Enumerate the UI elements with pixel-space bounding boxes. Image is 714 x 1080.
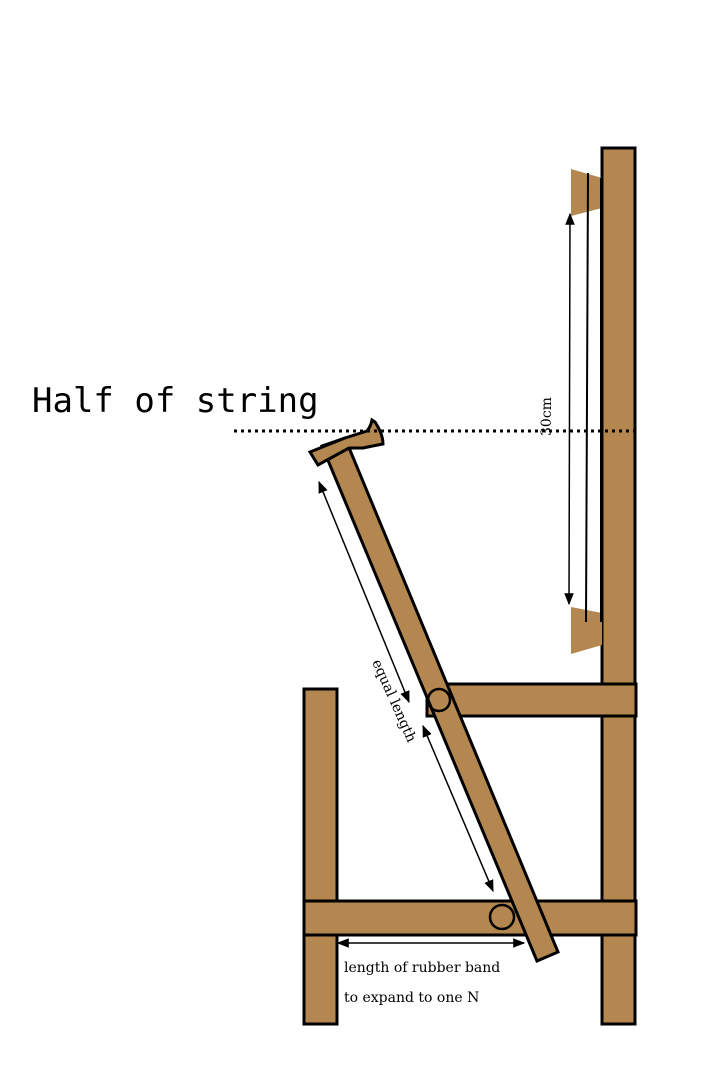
rubber-band-label-line2: to expand to one N (344, 990, 479, 1006)
rubber-band-label-line1: length of rubber band (344, 960, 500, 976)
equal-length-label: equal length (368, 657, 419, 745)
dimension-30cm-label: 30cm (539, 397, 555, 436)
string-line-outer (585, 172, 589, 623)
dimension-30cm-arrow (564, 212, 575, 606)
upper-wedge (571, 169, 602, 216)
lower-wedge (571, 607, 602, 654)
lever-hook (307, 417, 385, 468)
equal-length-arrow-upper (318, 480, 410, 704)
half-of-string-label: Half of string (32, 381, 319, 421)
lower-pivot (488, 903, 516, 931)
upper-pivot (426, 687, 452, 713)
left-post (302, 687, 339, 1026)
right-post (600, 146, 637, 1026)
equal-length-arrow-lower (422, 724, 494, 893)
lower-crossbar (302, 899, 638, 937)
